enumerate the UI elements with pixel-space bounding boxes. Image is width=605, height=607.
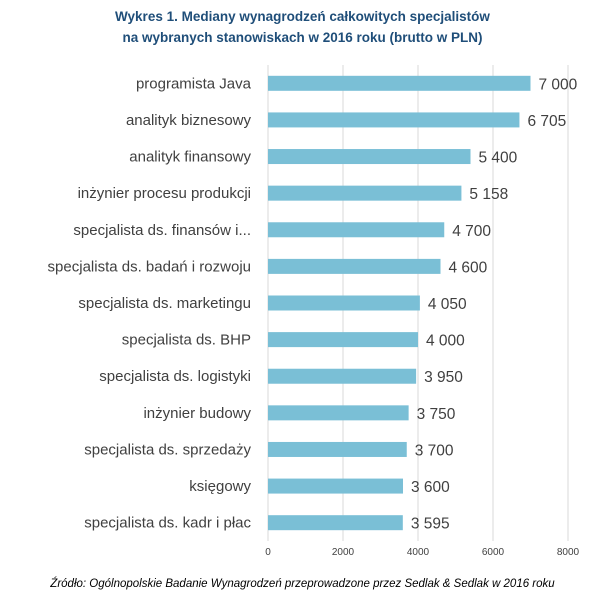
bar-9 [268,405,409,421]
category-label-0: programista Java [136,75,252,92]
category-label-2: analityk finansowy [129,149,251,166]
source-note: Źródło: Ogólnopolskie Badanie Wynagrodze… [50,578,555,590]
category-label-7: specjalista ds. BHP [122,332,251,349]
bar-8 [268,368,417,384]
value-label-8: 3 950 [424,369,463,386]
value-label-1: 6 705 [527,113,566,130]
value-label-2: 5 400 [479,150,518,167]
value-label-3: 5 158 [469,186,508,203]
x-tick-label-1: 2000 [332,547,355,558]
value-label-5: 4 600 [449,259,488,276]
bar-7 [268,332,418,348]
bar-4 [268,222,445,238]
bar-12 [268,515,403,531]
x-tick-label-3: 6000 [482,547,505,558]
value-label-10: 3 700 [415,442,454,459]
category-label-6: specjalista ds. marketingu [78,295,251,312]
value-label-4: 4 700 [452,223,491,240]
category-label-11: księgowy [189,478,251,495]
category-label-4: specjalista ds. finansów i... [73,222,251,239]
x-tick-label-4: 8000 [557,547,580,558]
bar-3 [268,185,462,201]
bar-chart: programista Java 7 000 analityk biznesowy 6… [48,65,580,558]
category-label-8: specjalista ds. logistyki [99,368,251,385]
bar-0 [268,75,531,91]
value-label-12: 3 595 [411,516,450,533]
value-label-9: 3 750 [417,406,456,423]
x-tick-label-2: 4000 [407,547,430,558]
bar-1 [268,112,520,128]
x-tick-label-0: 0 [265,547,271,558]
chart-title-line-2: na wybranych stanowiskach w 2016 roku (b… [122,30,483,45]
category-label-5: specjalista ds. badań i rozwoju [48,258,251,275]
category-label-1: analityk biznesowy [126,112,252,129]
bar-5 [268,258,441,274]
value-label-11: 3 600 [411,479,450,496]
chart-title: Wykres 1. Mediany wynagrodzeń całkowityc… [0,6,605,48]
value-label-7: 4 000 [426,333,465,350]
bar-10 [268,441,407,457]
chart-title-line-1: Wykres 1. Mediany wynagrodzeń całkowityc… [115,9,490,24]
value-label-0: 7 000 [539,76,578,93]
category-label-9: inżynier budowy [143,405,251,422]
category-label-3: inżynier procesu produkcji [78,185,251,202]
category-label-12: specjalista ds. kadr i płac [84,515,251,532]
bar-11 [268,478,403,494]
category-label-10: specjalista ds. sprzedaży [84,441,251,458]
bar-2 [268,149,471,165]
bar-6 [268,295,420,311]
value-label-6: 4 050 [428,296,467,313]
